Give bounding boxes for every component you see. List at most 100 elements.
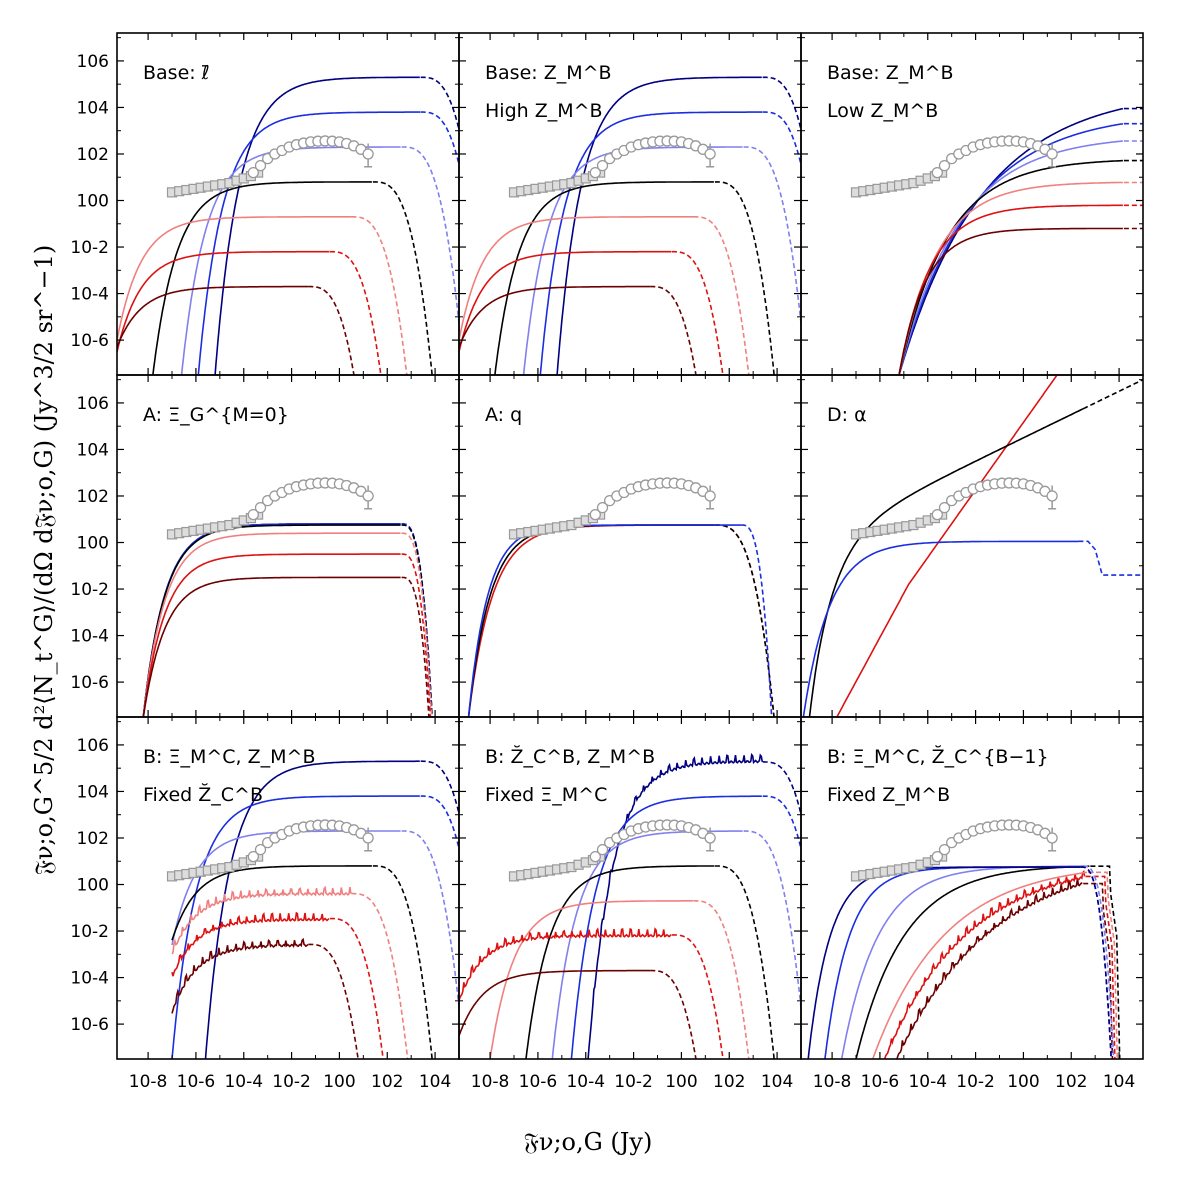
y-tick-label: 100 (77, 876, 109, 896)
curve-navy (142, 523, 401, 717)
curve-black-extrapolated (1082, 378, 1143, 410)
data-point-circle (362, 490, 374, 502)
curve-red (171, 911, 330, 977)
panel-label: Fixed Z̆_C^B (143, 784, 263, 806)
panel-frame (116, 374, 460, 718)
curve-black-extrapolated (372, 181, 433, 375)
curve-lightblue (840, 865, 1083, 1059)
panel-frame (116, 716, 460, 1060)
data-point-circle (704, 832, 716, 844)
curve-pink (171, 885, 352, 955)
y-tick-label: 100 (77, 534, 109, 554)
plot-area (459, 76, 801, 375)
panel-p3: Base: Z_M^B Low Z_M^B (800, 32, 1144, 376)
data-point-circle (596, 159, 609, 172)
curve-blue (802, 540, 1079, 717)
panel-label: B: Ξ_M^C, Z̆_C^{B−1} (827, 746, 1049, 768)
x-tick-label: 102 (1055, 1072, 1087, 1092)
y-axis-title: 𝔉ν;o,G^5/2 d²⟨N_t^G⟩/(dΩ d𝔉ν;o,G) (Jy^3/… (30, 245, 58, 875)
y-tick-label: 102 (77, 487, 109, 507)
curve-red (836, 375, 1059, 717)
curve-pink-extrapolated (693, 900, 750, 1059)
curve-pink (898, 181, 1123, 375)
curve-navy (807, 866, 1081, 1059)
x-tick-label: 10-4 (224, 1072, 263, 1092)
y-tick-label: 10-2 (70, 922, 109, 942)
curve-red (117, 250, 330, 352)
panel-label: A: q (485, 404, 522, 426)
y-tick-label: 10-6 (70, 331, 109, 351)
curve-pink (142, 532, 401, 717)
curve-navy (214, 76, 420, 375)
panel-label: Base: Z_M^B (827, 62, 954, 84)
curve-blue-extrapolated (420, 795, 459, 852)
panel-p8: B: Z̆_C^B, Z_M^B Fixed Ξ_M^C (458, 716, 802, 1060)
y-tick-label: 106 (77, 52, 109, 72)
data-point-circle (1046, 148, 1058, 160)
curve-black-extrapolated (714, 524, 775, 717)
y-tick-label: 10-4 (70, 969, 109, 989)
curve-navy (587, 752, 764, 1059)
panel-frame (800, 374, 1144, 718)
plot-area (166, 760, 459, 1059)
data-point-circle (589, 850, 601, 863)
x-tick-label: 104 (761, 1072, 793, 1092)
y-tick-label: 10-6 (70, 1015, 109, 1035)
curve-pink (489, 900, 693, 1059)
panel-label: B: Ξ_M^C, Z_M^B (143, 746, 316, 768)
curve-red (459, 927, 672, 1001)
curve-pink-extrapolated (1088, 871, 1119, 1059)
curve-darkred (459, 285, 651, 348)
curve-navy-extrapolated (420, 76, 459, 133)
curve-navy (898, 107, 1124, 375)
x-tick-label: 10-4 (566, 1072, 605, 1092)
y-tick-label: 10-4 (70, 627, 109, 647)
y-tick-label: 104 (77, 440, 109, 460)
data-point-circle (938, 159, 951, 172)
y-tick-label: 106 (77, 736, 109, 756)
x-tick-label: 10-2 (956, 1072, 995, 1092)
panel-frame (800, 716, 1144, 1060)
curve-pink-extrapolated (351, 216, 408, 375)
x-tick-label: 10-2 (614, 1072, 653, 1092)
data-point-circle (247, 850, 259, 863)
data-point-circle (938, 843, 951, 856)
panel-p7: B: Ξ_M^C, Z_M^B Fixed Z̆_C^B (116, 716, 460, 1060)
curve-blue-extrapolated (741, 524, 773, 717)
panel-label: D: α (827, 404, 867, 426)
curve-blue (898, 122, 1124, 375)
curve-blue (539, 111, 763, 375)
curve-lightblue (171, 830, 401, 946)
y-tick-label: 10-2 (70, 238, 109, 258)
curve-darkred (142, 576, 401, 717)
curve-red (142, 553, 401, 717)
y-tick-label: 102 (77, 145, 109, 165)
y-tick-label: 102 (77, 829, 109, 849)
curve-darkred-extrapolated (308, 943, 359, 1059)
x-tick-label: 10-6 (861, 1072, 900, 1092)
data-point-circle (247, 508, 259, 521)
curve-black (171, 865, 372, 941)
panel-frame (116, 32, 460, 376)
curve-navy-extrapolated (420, 760, 459, 817)
x-tick-label: 102 (713, 1072, 745, 1092)
curve-lightblue-extrapolated (1083, 865, 1115, 1059)
y-tick-label: 10-6 (70, 673, 109, 693)
curve-blue (142, 523, 401, 717)
curve-darkred-extrapolated (650, 285, 697, 375)
data-point-circle (254, 501, 267, 514)
panel-label: A: Ξ_G^{M=0} (143, 404, 289, 426)
data-point-circle (1046, 832, 1058, 844)
data-point-circle (254, 843, 267, 856)
plot-area (802, 375, 1143, 717)
curve-blue-extrapolated (1078, 540, 1143, 576)
curve-blue (467, 524, 742, 717)
panel-label: Base: Z_M^B (485, 62, 612, 84)
curve-black (808, 407, 1084, 717)
data-point-circle (589, 508, 601, 521)
curve-lightblue (142, 523, 401, 717)
curve-red (883, 869, 1086, 1059)
panel-label: Fixed Ξ_M^C (485, 784, 607, 806)
